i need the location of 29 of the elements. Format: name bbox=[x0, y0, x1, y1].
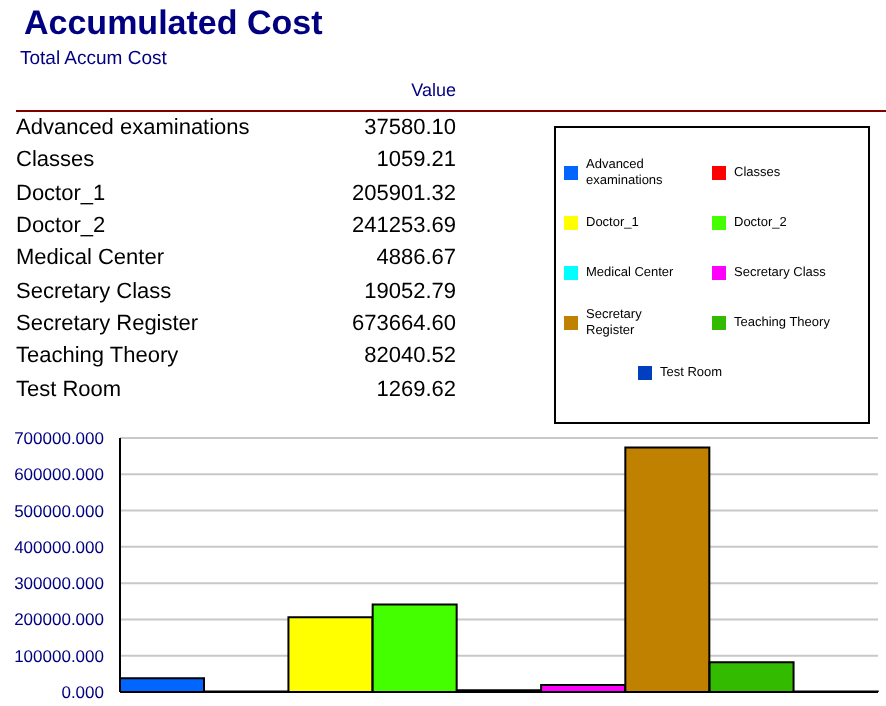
text: 1059.21 bbox=[374, 148, 456, 173]
text: Advanced examinations bbox=[16, 116, 250, 141]
y-tick-label: 500000.000 bbox=[14, 500, 105, 521]
y-tick-label: 400000.000 bbox=[14, 536, 105, 557]
text: Secretary Class bbox=[16, 279, 172, 304]
text: Test Room bbox=[16, 377, 122, 402]
chart-title: Accumulated Cost bbox=[24, 4, 323, 44]
y-tick-label: 200000.000 bbox=[14, 609, 105, 630]
y-tick-label: 700000.000 bbox=[14, 428, 105, 449]
y-tick-label: 100000.000 bbox=[14, 645, 105, 666]
text: Medical Center bbox=[16, 246, 164, 271]
text: Secretary Register bbox=[16, 311, 199, 336]
text: 37580.10 bbox=[362, 116, 456, 141]
text: 241253.69 bbox=[350, 214, 456, 239]
text: 205901.32 bbox=[350, 181, 456, 206]
text: Teaching Theory bbox=[16, 344, 179, 369]
text: 4886.67 bbox=[374, 246, 456, 271]
y-tick-label: 300000.000 bbox=[14, 573, 105, 594]
y-tick-label: 0.000 bbox=[61, 682, 105, 703]
text: 19052.79 bbox=[362, 279, 456, 304]
text: Doctor_1 bbox=[16, 181, 106, 206]
text: Value bbox=[409, 80, 456, 104]
y-tick-label: 600000.000 bbox=[14, 464, 105, 485]
chart-subtitle: Total Accum Cost bbox=[20, 48, 167, 70]
text: 1269.62 bbox=[374, 377, 456, 402]
text: Classes bbox=[16, 148, 95, 173]
text: Doctor_2 bbox=[16, 214, 106, 239]
text: 673664.60 bbox=[350, 311, 456, 336]
text: 82040.52 bbox=[362, 344, 456, 369]
